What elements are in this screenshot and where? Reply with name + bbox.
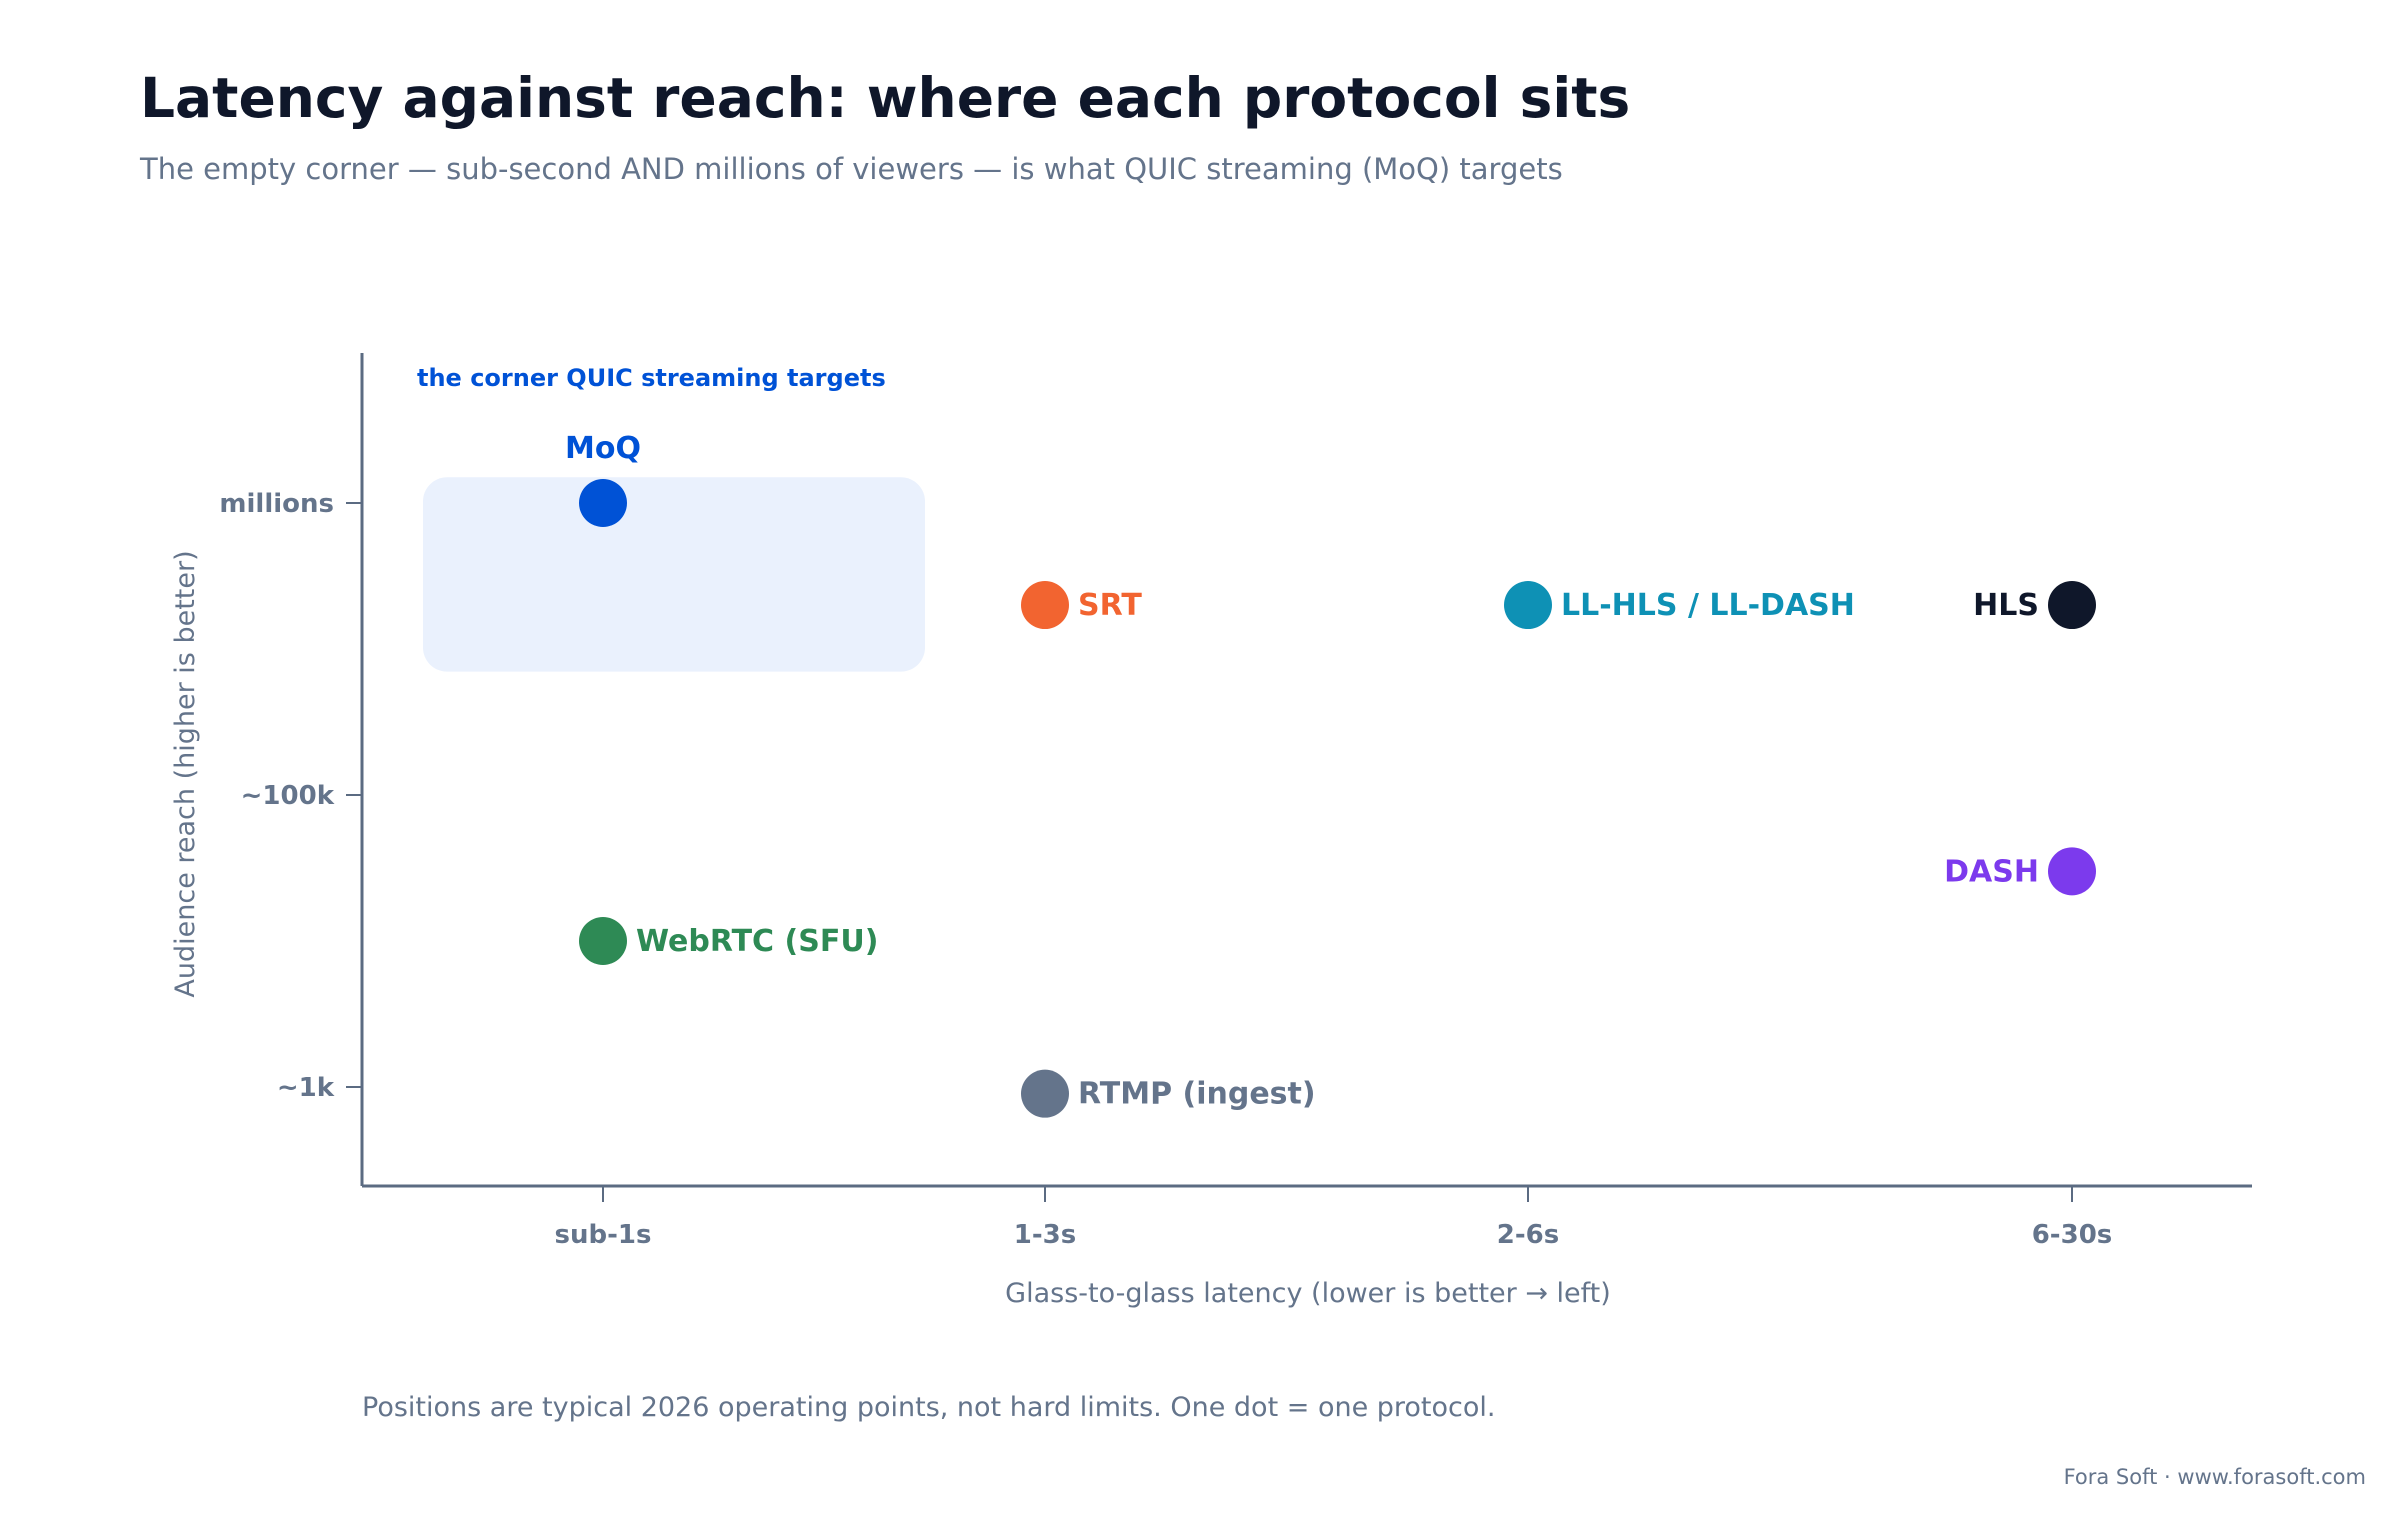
y-tick-label: ~1k bbox=[277, 1073, 335, 1103]
x-tick-label: 6-30s bbox=[2032, 1220, 2113, 1250]
data-point bbox=[579, 917, 627, 965]
data-label: RTMP (ingest) bbox=[1078, 1077, 1316, 1112]
y-tick-label: ~100k bbox=[241, 781, 335, 811]
data-label: MoQ bbox=[565, 431, 641, 466]
data-point bbox=[1021, 581, 1069, 630]
data-point bbox=[1021, 1069, 1069, 1118]
chart-subtitle: The empty corner — sub-second AND millio… bbox=[140, 152, 1563, 186]
y-axis-title: Audience reach (higher is better) bbox=[170, 550, 201, 997]
x-axis-title: Glass-to-glass latency (lower is better … bbox=[1005, 1278, 1611, 1309]
data-point bbox=[2048, 581, 2096, 630]
highlight-region bbox=[423, 477, 925, 672]
credit: Fora Soft · www.forasoft.com bbox=[2063, 1465, 2366, 1489]
chart-title: Latency against reach: where each protoc… bbox=[140, 66, 1631, 130]
highlight-label: the corner QUIC streaming targets bbox=[417, 364, 886, 392]
data-label: LL-HLS / LL-DASH bbox=[1561, 588, 1855, 623]
data-label: SRT bbox=[1078, 588, 1142, 623]
data-point bbox=[1504, 581, 1552, 630]
x-tick-label: 2-6s bbox=[1497, 1220, 1559, 1250]
data-label: WebRTC (SFU) bbox=[636, 924, 878, 959]
data-label: DASH bbox=[1944, 854, 2039, 889]
x-tick-label: sub-1s bbox=[555, 1220, 652, 1250]
data-point bbox=[2048, 847, 2096, 896]
x-tick-label: 1-3s bbox=[1014, 1220, 1076, 1250]
y-tick-label: millions bbox=[219, 489, 334, 519]
data-point bbox=[579, 479, 627, 527]
footnote: Positions are typical 2026 operating poi… bbox=[362, 1392, 1496, 1423]
data-label: HLS bbox=[1973, 588, 2039, 623]
